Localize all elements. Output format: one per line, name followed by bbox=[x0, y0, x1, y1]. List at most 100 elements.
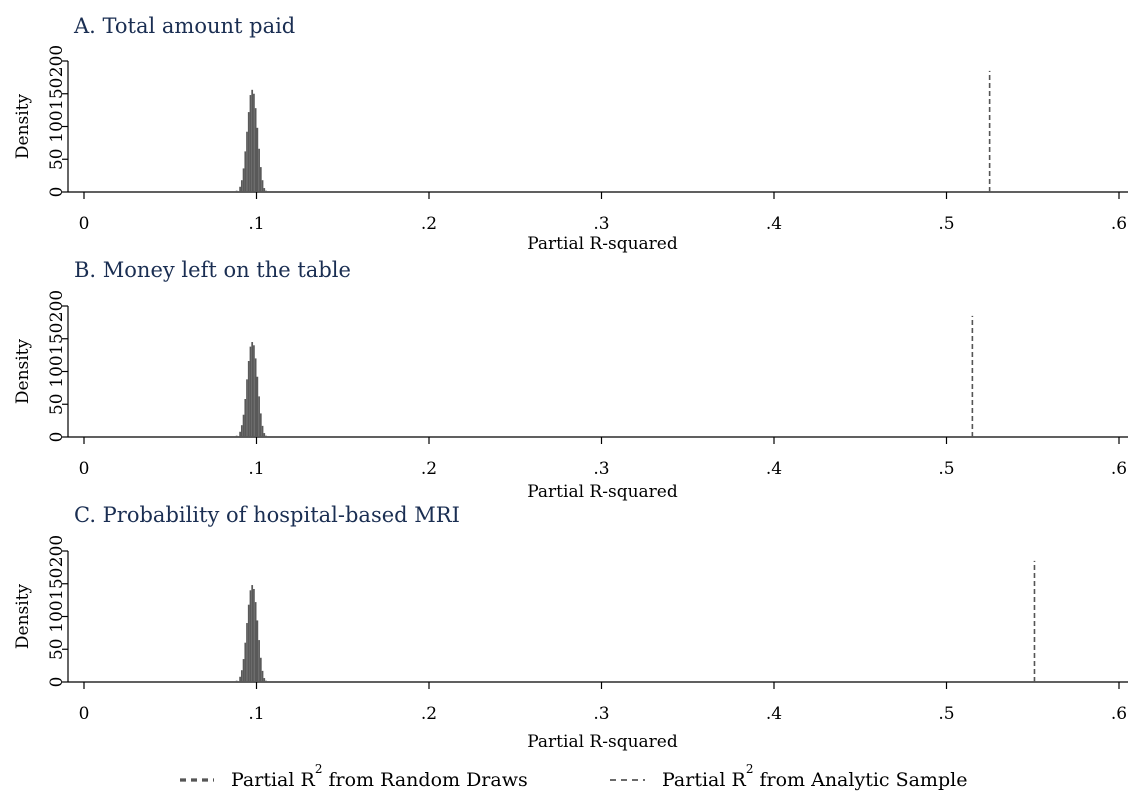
legend-prefix: Partial R bbox=[662, 769, 746, 791]
histogram-bar bbox=[242, 168, 245, 192]
histogram-bar bbox=[263, 678, 266, 682]
histogram-bar bbox=[247, 604, 250, 682]
histogram-bar bbox=[263, 188, 266, 192]
x-tick-label: 0 bbox=[79, 214, 90, 234]
legend-label: Partial R2 from Analytic Sample bbox=[662, 762, 967, 791]
y-tick-label: 100 bbox=[47, 355, 67, 387]
histogram-bar bbox=[251, 89, 254, 192]
x-tick-label: .2 bbox=[421, 214, 437, 234]
x-tick-label: .3 bbox=[593, 214, 609, 234]
y-axis-title: Density bbox=[13, 583, 33, 649]
histogram-bar bbox=[239, 186, 241, 192]
y-axis-title: Density bbox=[13, 93, 33, 159]
y-tick-label: 150 bbox=[47, 568, 67, 600]
y-tick-label: 150 bbox=[47, 323, 67, 355]
x-tick-label: .6 bbox=[1111, 214, 1127, 234]
legend-label: Partial R2 from Random Draws bbox=[231, 762, 528, 791]
legend-suffix: from Analytic Sample bbox=[753, 769, 967, 791]
x-tick-label: .6 bbox=[1111, 459, 1127, 479]
histogram-bar bbox=[253, 93, 255, 192]
histogram-bar bbox=[240, 425, 243, 437]
histogram-bar bbox=[253, 588, 255, 682]
histogram-bar bbox=[242, 659, 245, 682]
x-tick-label: 0 bbox=[79, 459, 90, 479]
histogram-bar bbox=[239, 431, 241, 437]
y-tick-label: 0 bbox=[47, 187, 67, 198]
histogram-bar bbox=[256, 127, 259, 192]
legend: Partial R2 from Random Draws Partial R2 f… bbox=[180, 762, 967, 791]
histogram-bar bbox=[251, 585, 254, 682]
histogram-bar bbox=[258, 148, 260, 192]
histogram-bar bbox=[265, 680, 267, 682]
histogram-bar bbox=[261, 425, 264, 437]
histogram-bars bbox=[235, 342, 267, 437]
histogram-bar bbox=[258, 396, 260, 437]
legend-superscript: 2 bbox=[746, 762, 754, 776]
histogram-bar bbox=[254, 358, 257, 437]
histogram-bar bbox=[265, 435, 267, 437]
histogram-bar bbox=[240, 670, 243, 682]
x-axis-title: Partial R-squared bbox=[527, 482, 678, 502]
x-tick-label: .5 bbox=[938, 459, 954, 479]
x-tick-label: .4 bbox=[766, 214, 782, 234]
y-tick-label: 0 bbox=[47, 432, 67, 443]
panel-title: C. Probability of hospital-based MRI bbox=[74, 503, 460, 527]
panels: A. Total amount paid050100150200Density0… bbox=[13, 14, 1128, 752]
histogram-bar bbox=[249, 95, 252, 192]
x-axis-title: Partial R-squared bbox=[527, 234, 678, 254]
x-tick-label: .3 bbox=[593, 459, 609, 479]
panel-title: A. Total amount paid bbox=[73, 14, 295, 38]
x-tick-label: .2 bbox=[421, 459, 437, 479]
histogram-bar bbox=[246, 623, 248, 682]
histogram-bar bbox=[251, 342, 254, 437]
histogram-bar bbox=[235, 190, 238, 192]
x-tick-label: .1 bbox=[248, 459, 264, 479]
histogram-bar bbox=[259, 167, 262, 192]
x-tick-label: .5 bbox=[938, 214, 954, 234]
x-tick-label: 0 bbox=[79, 704, 90, 724]
y-tick-label: 50 bbox=[47, 393, 67, 415]
histogram-bar bbox=[263, 433, 266, 437]
histogram-bar bbox=[235, 680, 238, 682]
y-tick-label: 200 bbox=[47, 290, 67, 322]
histogram-bar bbox=[242, 414, 245, 437]
histogram-bar bbox=[259, 657, 262, 682]
y-tick-label: 150 bbox=[47, 78, 67, 110]
x-tick-label: .5 bbox=[938, 704, 954, 724]
histogram-bar bbox=[254, 108, 257, 192]
legend-prefix: Partial R bbox=[231, 769, 315, 791]
histogram-bar bbox=[246, 379, 248, 437]
y-tick-label: 100 bbox=[47, 110, 67, 142]
legend-superscript: 2 bbox=[315, 762, 323, 776]
panel-title: B. Money left on the table bbox=[74, 258, 351, 282]
histogram-bar bbox=[244, 399, 247, 437]
legend-item: Partial R2 from Analytic Sample bbox=[610, 762, 967, 791]
x-tick-label: .3 bbox=[593, 704, 609, 724]
histogram-bar bbox=[247, 361, 250, 437]
x-tick-label: .1 bbox=[248, 214, 264, 234]
histogram-bar bbox=[239, 676, 241, 682]
histogram-bar bbox=[254, 602, 257, 682]
histogram-bar bbox=[259, 413, 262, 437]
histogram-bar bbox=[249, 590, 252, 682]
y-tick-label: 50 bbox=[47, 148, 67, 170]
histogram-bar bbox=[240, 180, 243, 192]
y-tick-label: 50 bbox=[47, 638, 67, 660]
histogram-bar bbox=[253, 345, 255, 437]
x-tick-label: .4 bbox=[766, 459, 782, 479]
histogram-bar bbox=[265, 190, 267, 192]
histogram-bar bbox=[258, 640, 260, 682]
histogram-bars bbox=[235, 89, 267, 192]
histogram-bar bbox=[244, 642, 247, 682]
y-tick-label: 0 bbox=[47, 677, 67, 688]
y-tick-label: 200 bbox=[47, 535, 67, 567]
histogram-bar bbox=[261, 670, 264, 682]
x-tick-label: .4 bbox=[766, 704, 782, 724]
histogram-bar bbox=[244, 151, 247, 192]
y-tick-label: 100 bbox=[47, 600, 67, 632]
histogram-bar bbox=[261, 180, 264, 192]
x-tick-label: .6 bbox=[1111, 704, 1127, 724]
